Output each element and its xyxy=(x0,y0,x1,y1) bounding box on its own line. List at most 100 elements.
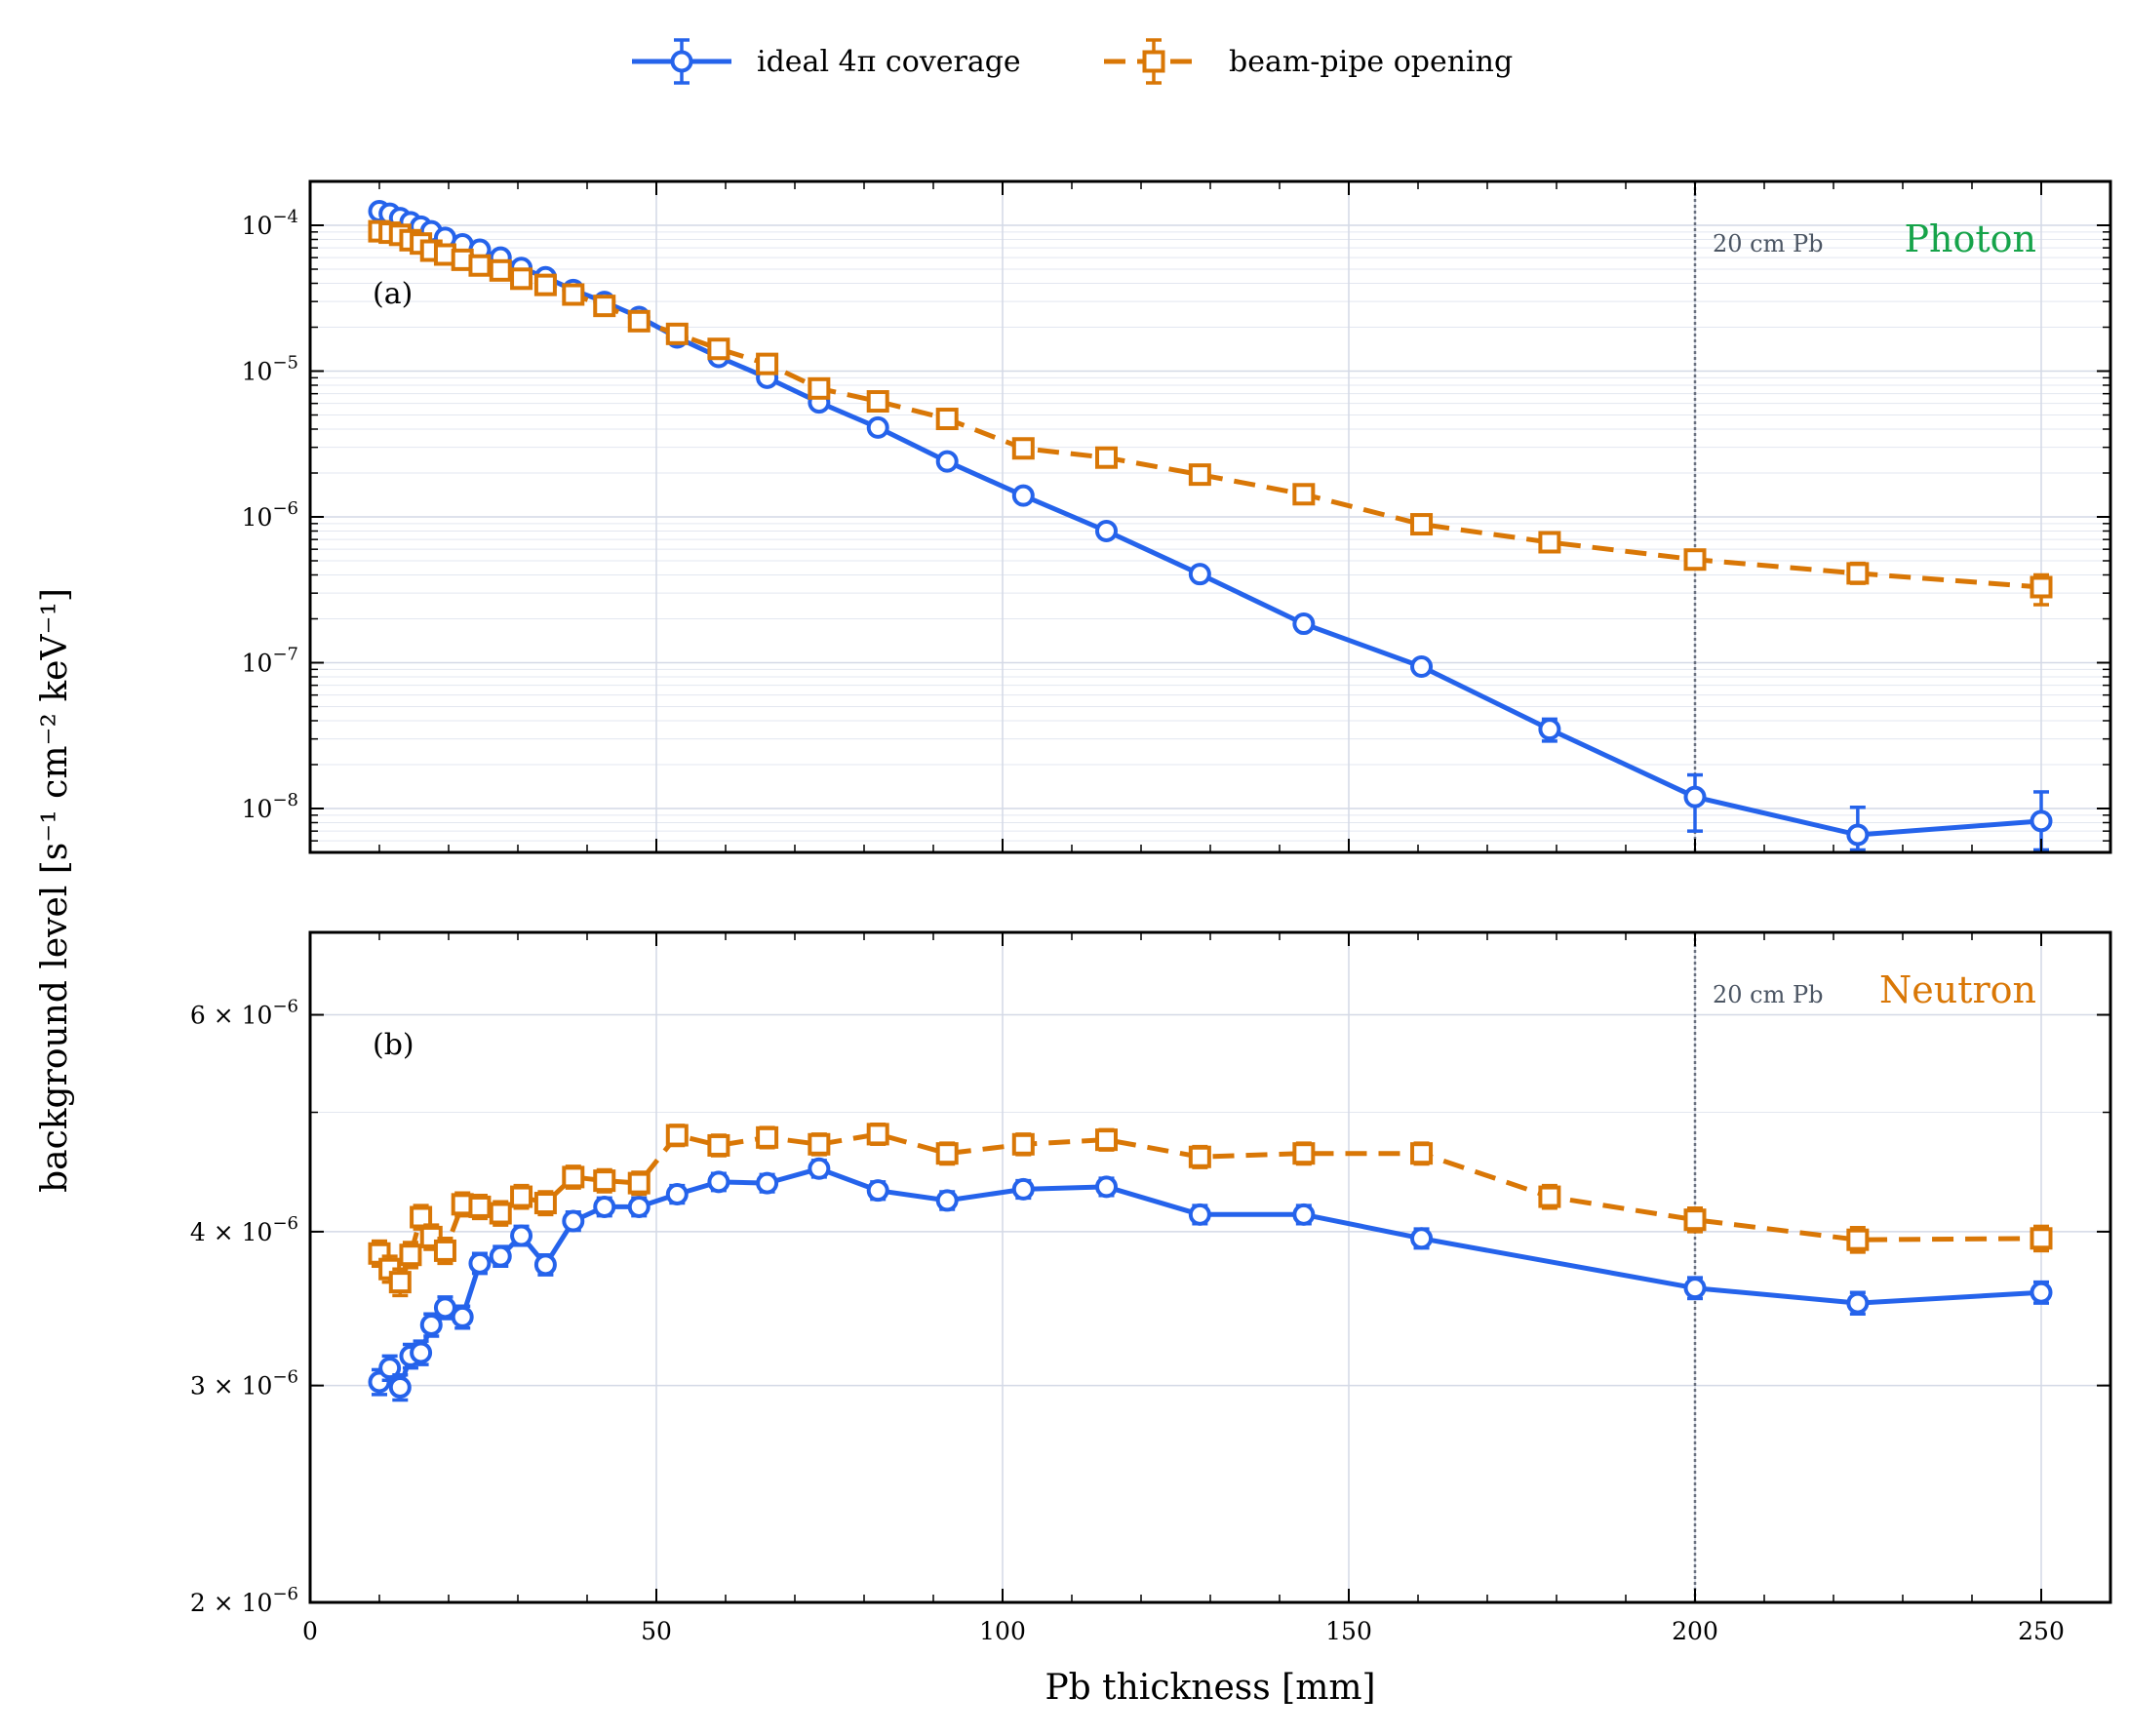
data-point-ideal xyxy=(1683,785,1707,809)
legend: ideal 4π coverage beam-pipe opening xyxy=(632,38,1513,85)
data-point-ideal xyxy=(489,1244,512,1268)
data-point-ideal xyxy=(1292,612,1316,636)
y-tick-exponent: −6 xyxy=(272,498,298,519)
x-tick-label: 0 xyxy=(302,1617,318,1645)
data-point-ideal xyxy=(388,1375,412,1399)
y-tick-exponent: −6 xyxy=(272,1367,298,1388)
grid-layer xyxy=(310,181,2110,1603)
data-point-beam xyxy=(1683,548,1707,572)
x-axis-title: Pb thickness [mm] xyxy=(1045,1668,1375,1708)
data-point-beam xyxy=(1188,1145,1211,1168)
panel-species-label: Neutron xyxy=(1879,968,2036,1011)
data-point-beam xyxy=(468,254,492,277)
series-line-beam xyxy=(376,1131,2042,1285)
data-point-beam xyxy=(627,1171,651,1195)
data-point-beam xyxy=(1188,463,1211,487)
data-point-beam xyxy=(593,295,616,318)
data-point-beam xyxy=(1292,1142,1316,1165)
data-point-beam xyxy=(808,376,831,400)
y-tick-exponent: −6 xyxy=(272,1213,298,1234)
data-point-ideal xyxy=(935,1189,959,1212)
data-point-ideal xyxy=(419,1313,443,1336)
data-point-ideal xyxy=(1188,1203,1211,1226)
panel-label: (a) xyxy=(373,277,413,311)
x-tick-label: 150 xyxy=(1325,1617,1372,1645)
legend-label-beam: beam-pipe opening xyxy=(1229,45,1513,79)
data-point-ideal xyxy=(866,415,889,439)
data-point-ideal xyxy=(1410,1227,1434,1250)
data-point-beam xyxy=(1683,1208,1707,1232)
y-tick-label: 10−5 xyxy=(242,353,298,386)
data-point-ideal xyxy=(1095,519,1118,542)
data-point-ideal xyxy=(1011,484,1035,507)
data-point-ideal xyxy=(468,1251,492,1275)
data-point-beam xyxy=(562,1165,585,1189)
y-tick-exponent: −7 xyxy=(272,644,298,664)
y-tick-base: 6 × 10 xyxy=(190,1002,273,1030)
data-point-ideal xyxy=(1095,1175,1118,1199)
data-point-beam xyxy=(2030,575,2053,599)
data-point-ideal xyxy=(1292,1203,1316,1226)
data-point-ideal xyxy=(1011,1177,1035,1201)
data-point-ideal xyxy=(451,1305,474,1328)
data-point-ideal xyxy=(533,1253,557,1277)
data-point-beam xyxy=(593,1169,616,1193)
data-point-ideal xyxy=(510,1224,533,1247)
data-point-ideal xyxy=(1846,823,1870,847)
data-point-ideal xyxy=(1683,1277,1707,1300)
data-point-beam xyxy=(1095,1128,1118,1152)
y-tick-base: 3 × 10 xyxy=(190,1372,273,1401)
panel-label: (b) xyxy=(373,1028,414,1062)
legend-marker-ideal xyxy=(670,50,693,73)
data-point-ideal xyxy=(378,1357,402,1380)
data-point-beam xyxy=(1292,483,1316,506)
data-point-ideal xyxy=(935,450,959,473)
data-point-beam xyxy=(935,1142,959,1165)
data-point-ideal xyxy=(1188,563,1211,586)
data-point-beam xyxy=(665,322,689,345)
y-tick-base: 4 × 10 xyxy=(190,1218,273,1246)
data-point-beam xyxy=(1410,513,1434,536)
y-tick-exponent: −5 xyxy=(272,353,298,374)
y-tick-base: 10 xyxy=(242,795,273,823)
panel-species-label: Photon xyxy=(1904,217,2036,260)
data-point-beam xyxy=(866,390,889,414)
data-point-beam xyxy=(1011,1132,1035,1156)
axes-frame-layer xyxy=(308,179,2112,1604)
y-tick-exponent: −6 xyxy=(272,1584,298,1604)
data-point-beam xyxy=(562,283,585,306)
data-point-beam xyxy=(2030,1227,2053,1250)
axes-frame xyxy=(308,930,2112,1604)
data-point-ideal xyxy=(562,1209,585,1233)
data-point-beam xyxy=(1846,1228,1870,1251)
data-point-beam xyxy=(1538,531,1561,554)
data-point-beam xyxy=(468,1195,492,1218)
y-tick-label: 10−6 xyxy=(242,498,298,532)
data-point-ideal xyxy=(808,1157,831,1180)
x-tick-label: 250 xyxy=(2018,1617,2065,1645)
data-point-beam xyxy=(433,1239,456,1262)
data-point-ideal xyxy=(433,1296,456,1320)
reference-line-label: 20 cm Pb xyxy=(1713,981,1824,1008)
reference-line-label: 20 cm Pb xyxy=(1713,230,1824,257)
legend-marker-beam xyxy=(1142,50,1165,73)
data-point-beam xyxy=(756,352,779,375)
data-point-beam xyxy=(866,1123,889,1146)
data-point-beam xyxy=(489,1202,512,1225)
data-point-beam xyxy=(627,309,651,333)
data-point-beam xyxy=(533,273,557,296)
y-tick-label: 10−8 xyxy=(242,790,298,823)
data-point-ideal xyxy=(665,1183,689,1206)
data-point-ideal xyxy=(756,1171,779,1195)
y-tick-exponent: −4 xyxy=(272,207,298,227)
data-point-beam xyxy=(1538,1185,1561,1208)
data-layer xyxy=(368,200,2053,1402)
y-tick-label: 10−7 xyxy=(242,644,298,677)
y-tick-label: 2 × 10−6 xyxy=(190,1584,298,1617)
data-point-beam xyxy=(510,267,533,291)
y-tick-base: 10 xyxy=(242,212,273,240)
data-point-beam xyxy=(756,1125,779,1149)
data-point-ideal xyxy=(1538,718,1561,741)
